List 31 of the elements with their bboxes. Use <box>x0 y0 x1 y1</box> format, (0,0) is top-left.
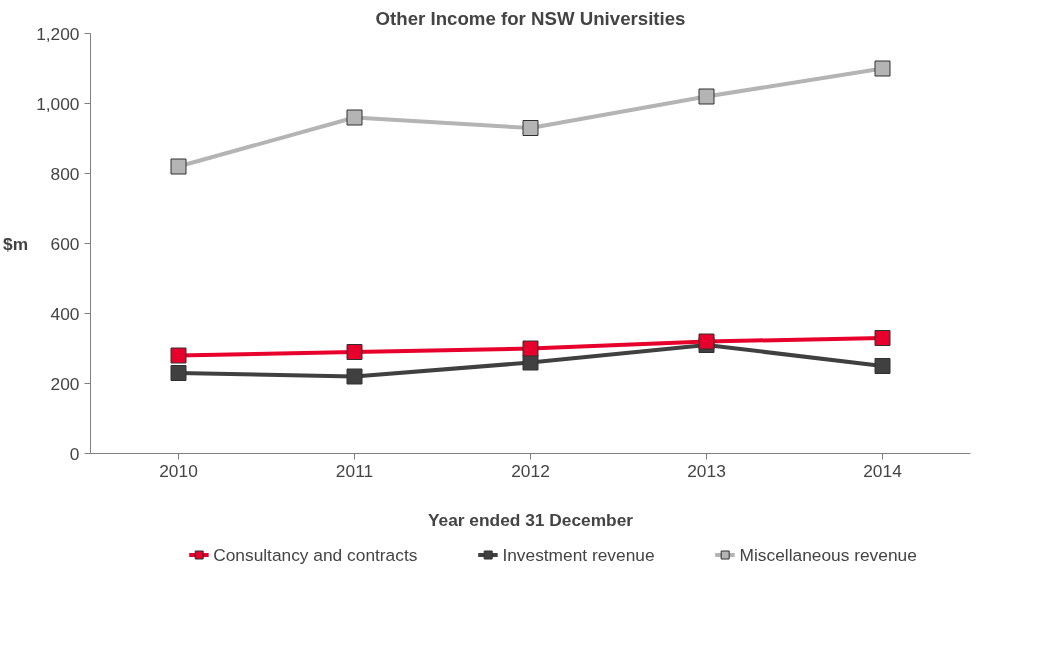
point <box>874 60 891 77</box>
point <box>346 344 363 360</box>
y-tick-label: 800 <box>50 163 80 184</box>
y-tick-label: 0 <box>69 443 80 464</box>
point <box>698 333 715 350</box>
point <box>522 120 539 136</box>
y-tick-label: 1,000 <box>36 93 80 114</box>
point <box>522 340 539 357</box>
x-tick-label: 2014 <box>863 460 903 481</box>
x-tick-label: 2013 <box>687 460 726 481</box>
x-tick-label: 2011 <box>335 460 374 481</box>
x-tick-label: 2010 <box>159 460 198 481</box>
point <box>170 365 187 381</box>
x-axis-title: Year ended 31 December <box>427 509 634 530</box>
y-tick-label: 1,200 <box>36 23 80 44</box>
chart-title: Other Income for NSW Universities <box>375 7 686 29</box>
point <box>346 368 363 385</box>
point <box>874 358 891 374</box>
point <box>170 347 187 364</box>
legend-label: Consultancy and contracts <box>213 544 418 565</box>
y-tick-label: 400 <box>50 303 80 324</box>
point <box>170 158 187 175</box>
point <box>346 109 363 126</box>
x-tick-label: 2012 <box>511 460 550 481</box>
y-tick-label: 200 <box>50 373 80 394</box>
point <box>698 88 715 105</box>
y-tick-label: 600 <box>50 233 80 254</box>
legend-label: Miscellaneous revenue <box>739 544 917 565</box>
y-axis-title: $m <box>3 233 29 254</box>
legend-label: Investment revenue <box>502 544 655 565</box>
point <box>874 330 891 346</box>
